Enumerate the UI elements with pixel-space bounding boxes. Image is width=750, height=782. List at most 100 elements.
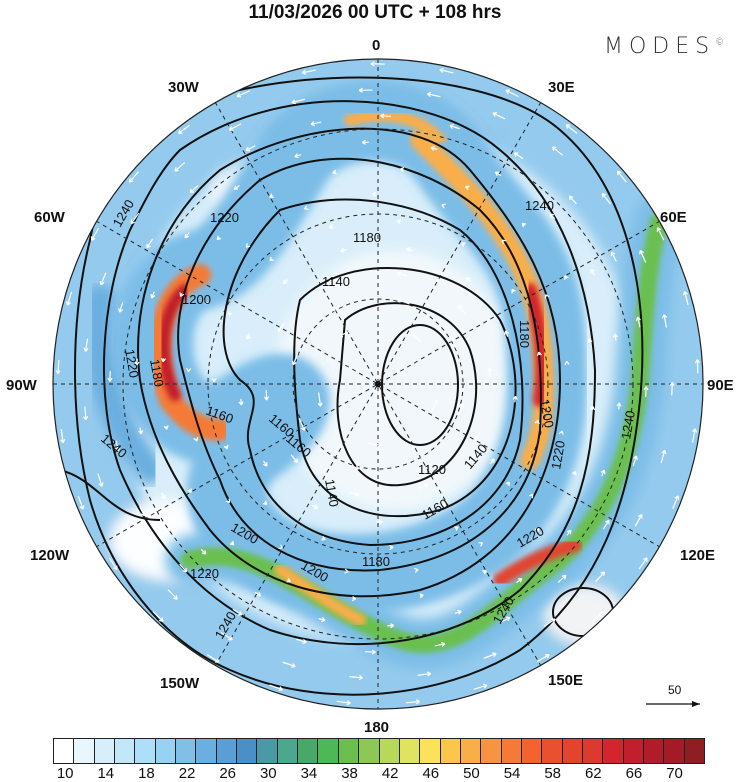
wind-vector-arrow [186, 367, 192, 373]
wind-vector-arrow [406, 247, 413, 253]
colorbar-swatch [74, 739, 95, 763]
colorbar-swatch [643, 739, 665, 763]
wind-vector-arrow [660, 449, 667, 464]
wind-vector-arrow [457, 402, 465, 416]
wind-vector-arrow [358, 87, 373, 93]
wind-vector-arrow [361, 139, 369, 145]
colorbar-tick-label: 38 [341, 765, 358, 782]
colorbar-tick-label: 34 [300, 765, 318, 782]
wind-vector-arrow [516, 578, 523, 583]
wind-vector-arrow [587, 338, 593, 343]
wind-vector-arrow [97, 473, 104, 487]
wind-vector-arrow [616, 170, 627, 183]
colorbar-swatch [237, 739, 258, 763]
wind-vector-arrow [430, 399, 439, 413]
wind-vector-arrow [370, 61, 385, 67]
colorbar-tick-label: 58 [544, 765, 562, 782]
wind-vector-arrow [465, 185, 470, 191]
wind-vector-arrow [290, 454, 299, 464]
wind-vector-arrow [505, 481, 511, 487]
wind-vector-arrow [372, 191, 377, 197]
wind-vector-arrow [634, 514, 643, 527]
wind-vector-arrow [303, 205, 309, 211]
colorbar-swatch [460, 739, 482, 763]
graticule [53, 59, 703, 709]
wind-vector-arrow [461, 242, 466, 247]
wind-vector-arrow [118, 302, 124, 313]
wind-vector-arrow [441, 203, 446, 209]
wind-vector-arrow [440, 503, 447, 508]
map-title: 11/03/2026 00 UTC + 108 hrs [248, 2, 502, 23]
wind-vector-arrow [682, 291, 689, 306]
wind-vector-arrow [99, 272, 107, 286]
wind-vector-arrow [376, 519, 383, 525]
wind-vector-arrow [595, 571, 606, 583]
wind-vector-arrow [60, 428, 66, 444]
colorbar-swatch [399, 739, 421, 763]
wind-vector-arrow [551, 146, 564, 156]
wind-vector-arrow [521, 222, 527, 228]
wind-vector-arrow [672, 495, 680, 509]
lon-label-150e: 150E [548, 672, 583, 689]
wind-vector-arrow [344, 568, 349, 574]
colorbar-tick-label: 22 [178, 765, 196, 782]
wind-vector-arrow [163, 425, 169, 430]
wind-vector-arrow [225, 498, 231, 504]
wind-vector-arrow [367, 442, 382, 448]
wind-vector-arrow [558, 430, 564, 435]
wind-vector-arrow [434, 641, 446, 647]
map-border [52, 58, 704, 710]
wind-vector-arrow [389, 544, 394, 551]
wind-vector-arrow [220, 632, 233, 641]
wind-vector-arrow [418, 483, 429, 490]
wind-vector-arrow [471, 435, 479, 446]
wind-vector-arrow [692, 428, 698, 443]
colorbar-swatch [603, 739, 624, 763]
wind-vector-arrow [312, 504, 319, 510]
wind-vector-arrow [528, 493, 534, 499]
wind-vector-arrow [232, 608, 243, 616]
wind-vector-arrow [282, 279, 289, 285]
colorbar-swatch [562, 739, 583, 763]
wind-vector-arrow [589, 405, 596, 411]
colorbar-swatch [623, 739, 644, 763]
colorbar-swatch [196, 739, 217, 763]
wind-vector-arrow [236, 90, 251, 98]
wind-vector-arrow [417, 671, 432, 677]
pole-marker [375, 381, 381, 387]
contour-label: 1180 [517, 320, 532, 348]
colorbar-tick-label: 62 [584, 765, 602, 782]
wind-vector-arrow [223, 444, 229, 450]
wind-vector-arrow [193, 437, 199, 442]
wind-vector-arrow [115, 440, 121, 452]
colorbar-tick-label: 30 [259, 765, 277, 782]
colorbar-swatch [542, 739, 563, 763]
wind-vector-arrow [328, 224, 334, 229]
wind-vector-arrow [600, 469, 606, 477]
wind-vector-arrow [269, 684, 283, 692]
wind-vector-arrow [286, 577, 291, 583]
wind-vector-arrow [632, 455, 638, 466]
wind-vector-arrow [321, 535, 326, 541]
wind-vector-arrow [246, 333, 251, 340]
wind-vector-arrow [616, 402, 622, 410]
wind-vector-arrow [160, 357, 167, 363]
colorbar-swatch [379, 739, 400, 763]
wind-vector-arrow [635, 316, 641, 328]
wind-vector-arrow [338, 329, 352, 338]
wind-vector-arrow [228, 311, 233, 316]
wind-vector-arrow [505, 89, 519, 98]
wind-vector-arrow [177, 124, 191, 134]
lon-label-120w: 120W [30, 547, 70, 564]
wind-vector-arrow [564, 275, 569, 280]
wind-vector-arrow [340, 247, 347, 253]
lon-label-0: 0 [372, 37, 380, 54]
wind-vector-arrow [238, 398, 244, 406]
lon-label-30e: 30E [548, 79, 575, 96]
wind-vector-arrow [492, 112, 506, 120]
wind-vector-arrow [152, 611, 164, 622]
wind-vector-arrow [125, 535, 134, 548]
wind-vector-arrow [568, 195, 577, 205]
colorbar-tick-label: 10 [56, 765, 74, 782]
contour-label: 1180 [353, 230, 381, 245]
